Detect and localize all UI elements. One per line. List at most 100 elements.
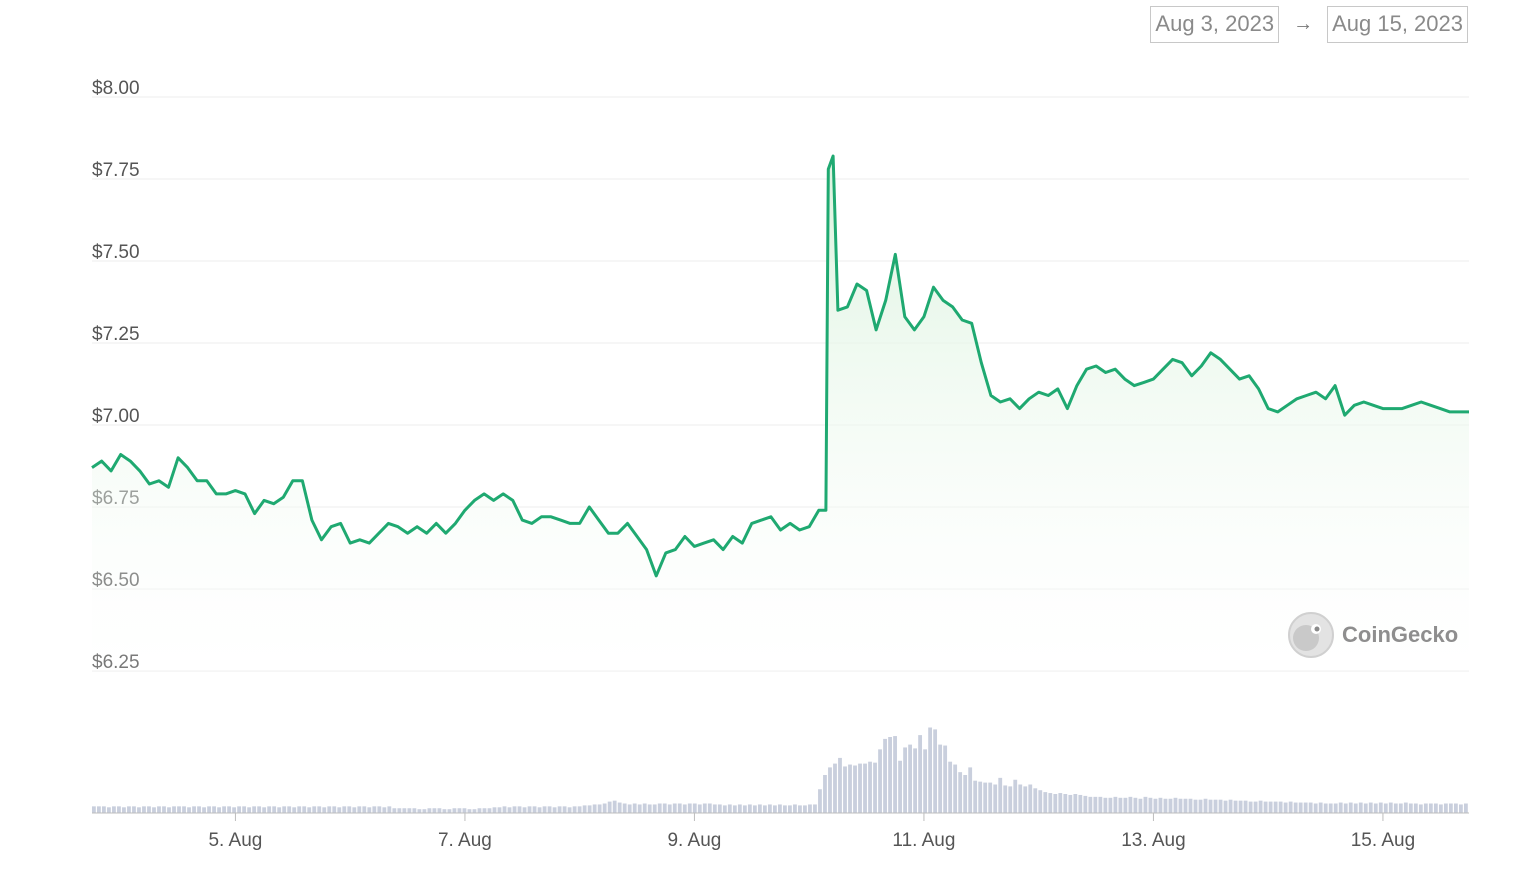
volume-bar: [727, 804, 732, 813]
volume-bar: [1438, 804, 1443, 813]
volume-bar: [898, 760, 902, 813]
volume-bar: [878, 749, 882, 813]
volume-bar: [908, 744, 912, 813]
volume-bar: [637, 804, 642, 813]
volume-bar: [1283, 802, 1288, 813]
volume-bar: [1168, 798, 1173, 813]
volume-bar: [828, 767, 832, 813]
volume-bar: [1323, 803, 1328, 813]
volume-bar: [737, 804, 742, 813]
volume-bar: [948, 761, 953, 813]
volume-bar: [958, 772, 963, 813]
volume-bar: [1203, 798, 1208, 813]
volume-bar: [968, 767, 973, 813]
volume-bar: [778, 804, 782, 813]
volume-bar: [467, 809, 472, 813]
volume-bar: [202, 807, 206, 813]
volume-bar: [317, 806, 322, 813]
volume-bar: [412, 808, 417, 813]
volume-bar: [868, 761, 872, 813]
volume-bar: [417, 809, 422, 813]
volume-bar: [232, 807, 237, 813]
volume-bar: [682, 804, 687, 813]
volume-bar: [297, 806, 302, 813]
volume-bar: [762, 805, 767, 813]
volume-bar: [1313, 803, 1318, 813]
volume-bar: [1338, 802, 1343, 813]
volume-bar: [1253, 801, 1258, 813]
volume-bar: [938, 744, 943, 813]
price-area: [92, 156, 1469, 671]
volume-bar: [1463, 803, 1468, 813]
x-tick-label: 5. Aug: [208, 830, 262, 851]
volume-bar: [1278, 801, 1283, 813]
volume-bar: [873, 762, 877, 813]
volume-bar: [172, 806, 176, 813]
price-line[interactable]: [91, 154, 1469, 578]
volume-bar: [933, 729, 938, 813]
volume-bar: [1023, 786, 1028, 813]
volume-bar: [783, 805, 787, 813]
volume-bar: [928, 727, 933, 813]
volume-bar: [1398, 803, 1403, 813]
volume-bar: [697, 804, 702, 813]
volume-bar: [1038, 790, 1043, 813]
end-date-input[interactable]: Aug 15, 2023: [1327, 6, 1468, 43]
volume-bar: [1128, 796, 1133, 813]
volume-bar: [1118, 797, 1123, 813]
volume-bar: [1258, 800, 1263, 813]
volume-bar: [798, 805, 802, 813]
y-tick-label: $7.25: [92, 324, 140, 345]
volume-bar: [853, 765, 857, 813]
volume-bar: [1013, 779, 1018, 813]
x-tick-label: 15. Aug: [1351, 830, 1415, 851]
volume-bar: [1078, 794, 1083, 813]
volume-bar: [337, 807, 342, 813]
volume-bar: [1018, 784, 1023, 813]
date-range-picker: Aug 3, 2023 → Aug 15, 2023: [1150, 6, 1468, 43]
volume-bar: [722, 805, 727, 813]
range-arrow-icon: →: [1293, 13, 1314, 35]
volume-bar: [1358, 802, 1363, 813]
x-tick-label: 13. Aug: [1121, 830, 1185, 851]
volume-bar: [1303, 802, 1308, 813]
volume-bar: [1088, 796, 1093, 813]
volume-bar: [1218, 799, 1223, 813]
volume-bar: [212, 806, 216, 813]
volume-bar: [1413, 803, 1418, 813]
volume-bar: [1418, 804, 1423, 813]
volume-bar: [92, 806, 96, 813]
volume-bar: [617, 802, 622, 813]
volume-bar: [1433, 803, 1438, 813]
volume-bar: [803, 805, 807, 813]
volume-bar: [1248, 801, 1253, 813]
volume-bar: [167, 807, 171, 813]
volume-bar: [1068, 794, 1073, 813]
volume-bar: [132, 806, 136, 813]
volume-bar: [848, 764, 852, 813]
volume-bar: [1378, 802, 1383, 813]
volume-bar: [1003, 785, 1008, 813]
volume-bar: [542, 806, 547, 813]
volume-bar: [627, 804, 632, 813]
volume-bar: [207, 806, 211, 813]
volume-bar: [652, 804, 657, 813]
volume-bar: [657, 803, 662, 813]
volume-bar: [1053, 794, 1058, 813]
volume-bar: [893, 736, 897, 813]
coingecko-watermark: CoinGecko: [1288, 612, 1458, 658]
x-tick-label: 9. Aug: [667, 830, 721, 851]
volume-bar: [622, 803, 627, 813]
volume-bar: [427, 808, 432, 813]
volume-bar: [537, 807, 542, 813]
volume-bar: [1028, 784, 1033, 813]
volume-bar: [1238, 800, 1243, 813]
volume-bar: [1183, 798, 1188, 813]
volume-bar: [1293, 802, 1298, 813]
volume-bar: [883, 738, 887, 813]
start-date-input[interactable]: Aug 3, 2023: [1150, 6, 1280, 43]
volume-bar: [1188, 798, 1193, 813]
volume-bar: [112, 806, 116, 813]
volume-bar: [717, 804, 722, 813]
